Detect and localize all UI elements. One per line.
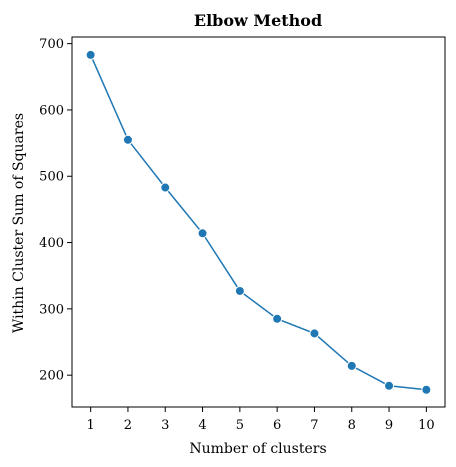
x-tick-label: 8	[348, 418, 356, 433]
x-tick-label: 1	[87, 418, 95, 433]
x-tick-label: 3	[161, 418, 169, 433]
data-point	[346, 360, 357, 371]
data-point	[421, 384, 432, 395]
x-tick-label: 7	[310, 418, 318, 433]
data-point	[85, 49, 96, 60]
x-tick-label: 10	[418, 418, 435, 433]
x-tick-label: 4	[198, 418, 206, 433]
plot-area: 1 2 3 4 5 6 7 8 9 10 200 300 400 500 600 700	[39, 36, 446, 433]
x-tick-label: 2	[124, 418, 132, 433]
x-tick-label: 9	[385, 418, 393, 433]
y-tick-label: 300	[39, 302, 64, 317]
x-axis-label: Number of clusters	[189, 441, 326, 457]
x-tick-label: 5	[236, 418, 244, 433]
plot-frame	[71, 36, 446, 408]
series-line	[89, 54, 427, 391]
y-tick-label: 400	[39, 236, 64, 251]
chart-title: Elbow Method	[194, 11, 322, 30]
y-tick-label: 500	[39, 170, 64, 185]
data-point	[122, 134, 133, 145]
x-tick-label: 6	[273, 418, 281, 433]
y-tick-label: 700	[39, 37, 64, 52]
data-point	[160, 182, 171, 193]
y-tick-label: 600	[39, 103, 64, 118]
data-point	[197, 228, 208, 239]
data-point	[234, 285, 245, 296]
data-point	[309, 328, 320, 339]
data-point	[272, 313, 283, 324]
y-axis-label: Within Cluster Sum of Squares	[11, 113, 27, 333]
data-point	[384, 380, 395, 391]
y-tick-label: 200	[39, 369, 64, 384]
